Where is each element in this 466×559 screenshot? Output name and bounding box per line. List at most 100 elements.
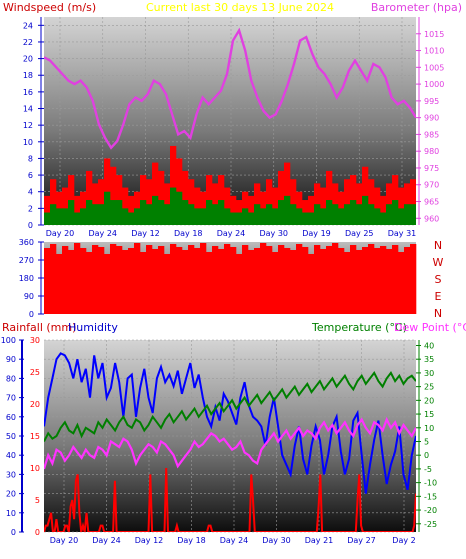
wind-gust-bar xyxy=(368,179,375,225)
wind-average-bar xyxy=(326,200,333,225)
direction-bar xyxy=(410,244,417,314)
wind-average-bar xyxy=(260,208,267,225)
temperature-tick-label: 20 xyxy=(424,396,434,405)
direction-bar xyxy=(128,248,135,314)
temperature-tick-label: -15 xyxy=(424,492,437,501)
direction-panel-series xyxy=(44,243,417,314)
wind-average-bar xyxy=(392,200,399,225)
wind-average-bar xyxy=(50,204,57,225)
wind-tick-label: 6 xyxy=(28,171,33,180)
wind-average-bar xyxy=(116,200,123,225)
wind-average-bar xyxy=(194,208,201,225)
direction-bar xyxy=(374,248,381,314)
compass-label-e: E xyxy=(435,290,442,303)
temperature-tick-label: -5 xyxy=(424,465,432,474)
wind-average-bar xyxy=(110,200,117,225)
humidity-tick-label: 0 xyxy=(11,528,16,537)
direction-bar xyxy=(182,250,189,314)
wind-average-bar xyxy=(170,187,177,225)
wind-average-bar xyxy=(242,208,249,225)
rainfall-tick-label: 5 xyxy=(35,496,40,505)
humidity-tick-label: 50 xyxy=(6,432,16,441)
direction-bar xyxy=(146,245,153,314)
barometer-tick-label: 1015 xyxy=(424,30,444,39)
wind-average-bar xyxy=(362,195,369,225)
direction-bar xyxy=(206,252,213,314)
direction-bar xyxy=(74,243,81,314)
wind-average-bar xyxy=(200,208,207,225)
direction-bar xyxy=(248,250,255,314)
direction-bar xyxy=(392,245,399,314)
direction-bar xyxy=(332,243,339,314)
wind-x-tick-label: Day 25 xyxy=(345,229,374,238)
humidity-tick-label: 90 xyxy=(6,355,16,364)
direction-bar xyxy=(368,244,375,314)
direction-bar xyxy=(86,252,93,314)
wind-x-tick-label: Day 24 xyxy=(88,229,117,238)
wind-average-bar xyxy=(98,204,105,225)
humidity-axis-title: Humidity xyxy=(68,321,118,334)
wind-gust-bar xyxy=(122,187,129,225)
wind-gust-bar xyxy=(62,187,69,225)
wind-average-bar xyxy=(146,204,153,225)
direction-bar xyxy=(278,245,285,314)
compass-label-n: N xyxy=(434,307,442,320)
climate-x-tick-label: Day 20 xyxy=(50,536,79,545)
barometer-tick-label: 965 xyxy=(424,198,439,207)
wind-panel-series xyxy=(44,27,416,225)
climate-x-tick-label: Day 18 xyxy=(177,536,206,545)
wind-average-bar xyxy=(140,200,147,225)
direction-bar xyxy=(386,249,393,314)
temperature-tick-label: -10 xyxy=(424,479,437,488)
wind-gust-bar xyxy=(290,179,297,225)
wind-average-bar xyxy=(176,191,183,225)
barometer-tick-label: 1000 xyxy=(424,80,444,89)
rainfall-tick-label: 10 xyxy=(30,464,40,473)
wind-average-bar xyxy=(56,208,63,225)
wind-tick-label: 8 xyxy=(28,154,33,163)
wind-gust-bar xyxy=(50,179,57,225)
wind-average-bar xyxy=(290,204,297,225)
climate-x-tick-label: Day 12 xyxy=(135,536,164,545)
wind-average-bar xyxy=(350,200,357,225)
wind-gust-bar xyxy=(344,179,351,225)
wind-gust-bar xyxy=(320,187,327,225)
wind-average-bar xyxy=(368,204,375,225)
wind-average-bar xyxy=(182,200,189,225)
wind-gust-bar xyxy=(110,166,117,225)
wind-average-bar xyxy=(92,204,99,225)
barometer-tick-label: 985 xyxy=(424,130,439,139)
wind-x-tick-label: Day 19 xyxy=(302,229,331,238)
direction-bar xyxy=(260,243,267,314)
wind-gust-bar xyxy=(302,200,309,225)
climate-panel-axes: 0102030405060708090100051015202530-25-20… xyxy=(1,336,437,545)
wind-average-bar xyxy=(68,200,75,225)
wind-x-tick-label: Day 30 xyxy=(259,229,288,238)
wind-gust-bar xyxy=(182,170,189,225)
wind-gust-bar xyxy=(158,170,165,225)
direction-bar xyxy=(92,245,99,314)
wind-average-bar xyxy=(266,204,273,225)
wind-average-bar xyxy=(134,208,141,225)
direction-bar xyxy=(236,254,243,314)
temperature-axis-title: Temperature (°C) xyxy=(311,321,407,334)
climate-x-tick-label: Day 24 xyxy=(92,536,121,545)
wind-average-bar xyxy=(320,208,327,225)
windspeed-axis-title: Windspeed (m/s) xyxy=(3,1,96,14)
temperature-tick-label: 5 xyxy=(424,437,429,446)
direction-bar xyxy=(140,252,147,314)
wind-gust-bar xyxy=(98,179,105,225)
humidity-line xyxy=(44,352,416,494)
wind-x-tick-label: Day 24 xyxy=(217,229,246,238)
wind-average-bar xyxy=(302,212,309,225)
direction-bar xyxy=(116,246,123,314)
wind-average-bar xyxy=(122,208,129,225)
wind-average-bar xyxy=(296,208,303,225)
direction-bar xyxy=(80,248,87,314)
chart-title: Current last 30 days 13 June 2024 xyxy=(146,1,334,14)
direction-tick-label: 0 xyxy=(29,310,34,319)
direction-bar xyxy=(314,245,321,314)
direction-bar xyxy=(380,246,387,314)
wind-x-tick-label: Day 20 xyxy=(46,229,75,238)
